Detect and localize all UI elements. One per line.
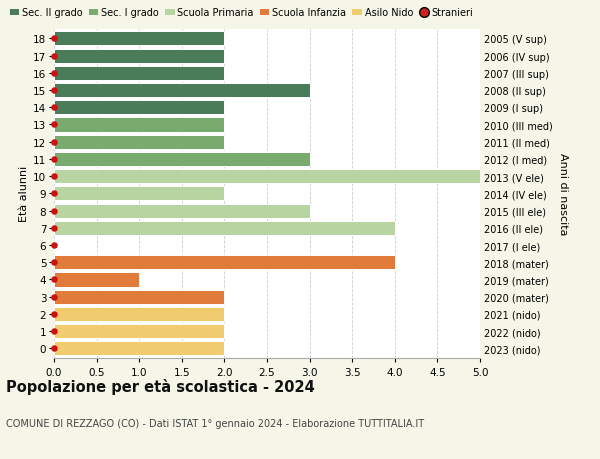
Point xyxy=(49,207,59,215)
Bar xyxy=(54,325,224,338)
Bar xyxy=(54,204,310,218)
Y-axis label: Età alunni: Età alunni xyxy=(19,166,29,222)
Point xyxy=(49,345,59,352)
Point xyxy=(49,36,59,43)
Point xyxy=(49,70,59,77)
Text: Popolazione per età scolastica - 2024: Popolazione per età scolastica - 2024 xyxy=(6,379,315,395)
Point xyxy=(49,276,59,284)
Bar xyxy=(54,67,224,81)
Bar xyxy=(54,118,224,132)
Point xyxy=(49,173,59,180)
Bar xyxy=(54,187,224,201)
Bar xyxy=(54,84,310,98)
Point xyxy=(49,104,59,112)
Bar xyxy=(54,135,224,150)
Point xyxy=(49,328,59,335)
Y-axis label: Anni di nascita: Anni di nascita xyxy=(559,153,568,235)
Bar xyxy=(54,221,395,235)
Point xyxy=(49,311,59,318)
Point xyxy=(49,259,59,266)
Bar xyxy=(54,32,224,46)
Point xyxy=(49,190,59,198)
Bar xyxy=(54,101,224,115)
Bar xyxy=(54,170,480,184)
Point xyxy=(49,53,59,60)
Legend: Sec. II grado, Sec. I grado, Scuola Primaria, Scuola Infanzia, Asilo Nido, Stran: Sec. II grado, Sec. I grado, Scuola Prim… xyxy=(10,8,473,18)
Bar xyxy=(54,341,224,356)
Bar xyxy=(54,256,395,270)
Bar xyxy=(54,50,224,63)
Point xyxy=(49,139,59,146)
Point xyxy=(49,156,59,163)
Point xyxy=(49,293,59,301)
Text: COMUNE DI REZZAGO (CO) - Dati ISTAT 1° gennaio 2024 - Elaborazione TUTTITALIA.IT: COMUNE DI REZZAGO (CO) - Dati ISTAT 1° g… xyxy=(6,418,424,428)
Bar xyxy=(54,152,310,167)
Point xyxy=(49,122,59,129)
Point xyxy=(49,87,59,95)
Point xyxy=(49,242,59,249)
Point xyxy=(49,224,59,232)
Bar xyxy=(54,290,224,304)
Bar xyxy=(54,273,139,287)
Bar xyxy=(54,307,224,321)
